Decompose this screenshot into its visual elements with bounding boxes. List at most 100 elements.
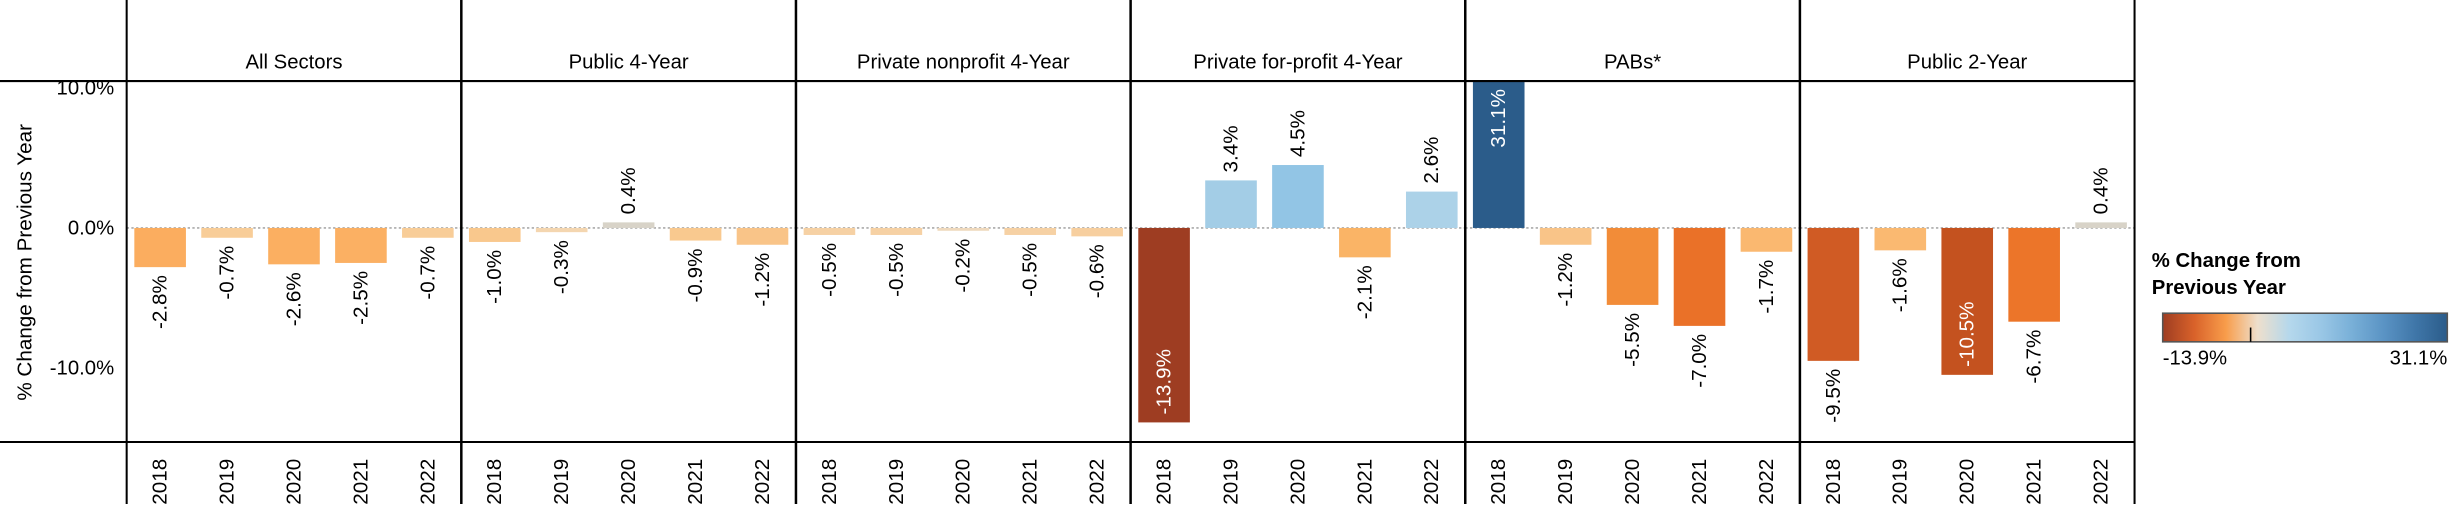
- x-tick-label: 2021: [350, 459, 373, 504]
- y-axis-label: % Change from Previous Year: [14, 124, 37, 401]
- value-label: -0.6%: [1086, 244, 1109, 298]
- value-label: -13.9%: [1153, 349, 1176, 414]
- colorbar-max-label: 31.1%: [2390, 346, 2448, 369]
- value-label: 4.5%: [1287, 110, 1310, 157]
- x-tick-label: 2020: [617, 459, 640, 504]
- bar: [335, 227, 387, 263]
- bar: [268, 227, 320, 265]
- x-tick-label: 2020: [1621, 459, 1644, 504]
- x-tick-label: 2019: [1554, 459, 1577, 504]
- x-tick-label: 2022: [2090, 459, 2113, 504]
- colorbar: [2161, 312, 2449, 343]
- x-tick-label: 2020: [283, 459, 306, 504]
- bar: [736, 227, 789, 245]
- bar: [803, 227, 856, 235]
- x-tick-label: 2018: [818, 459, 841, 504]
- x-tick-label: 2019: [216, 459, 239, 504]
- value-label: -0.3%: [550, 240, 573, 294]
- bar: [2075, 222, 2127, 228]
- value-label: 0.4%: [2090, 167, 2113, 214]
- y-tick-label: -10.0%: [50, 356, 114, 379]
- bar: [1740, 227, 1793, 252]
- x-tick-label: 2020: [952, 459, 975, 504]
- value-label: -7.0%: [1688, 334, 1711, 388]
- panel-title: Public 2-Year: [1907, 50, 2027, 73]
- bar: [1539, 227, 1592, 245]
- bar: [535, 227, 588, 233]
- bar: [1941, 227, 1994, 375]
- value-label: -5.5%: [1621, 313, 1644, 367]
- bar: [602, 222, 655, 228]
- bar: [1606, 227, 1659, 305]
- value-label: -0.7%: [416, 246, 439, 300]
- bar: [1472, 81, 1525, 228]
- value-label: -0.9%: [684, 249, 707, 303]
- value-label: -0.7%: [216, 246, 239, 300]
- value-label: -0.5%: [1019, 243, 1042, 297]
- value-label: -1.2%: [1554, 253, 1577, 307]
- value-label: 31.1%: [1487, 89, 1510, 148]
- x-tick-label: 2018: [149, 459, 172, 504]
- bar: [870, 227, 923, 235]
- value-label: -2.8%: [149, 275, 172, 329]
- x-tick-label: 2019: [550, 459, 573, 504]
- bar: [1874, 227, 1927, 251]
- x-tick-label: 2020: [1287, 459, 1310, 504]
- bar: [134, 227, 186, 268]
- panel-title: All Sectors: [245, 50, 342, 73]
- bar: [1339, 227, 1391, 258]
- x-tick-label: 2022: [1086, 459, 1109, 504]
- value-label: -2.1%: [1353, 265, 1376, 319]
- panel-title: Private for-profit 4-Year: [1193, 50, 1402, 73]
- bar: [1205, 180, 1257, 228]
- y-tick-label: 10.0%: [57, 76, 115, 99]
- x-tick-label: 2022: [1420, 459, 1443, 504]
- value-label: -1.6%: [1889, 258, 1912, 312]
- colorbar-title: % Change from Previous Year: [2151, 248, 2301, 299]
- bar: [1807, 227, 1860, 361]
- x-tick-label: 2018: [1487, 459, 1510, 504]
- x-tick-label: 2022: [416, 459, 439, 504]
- bar: [1004, 227, 1057, 235]
- colorbar-title-box: % Change from Previous Year: [2151, 248, 2301, 299]
- bar: [669, 227, 722, 241]
- x-tick-label: 2021: [1019, 459, 1042, 504]
- value-label: 0.4%: [617, 167, 640, 214]
- value-label: -0.5%: [818, 243, 841, 297]
- value-label: -1.0%: [483, 250, 506, 304]
- bar: [1071, 227, 1123, 237]
- value-label: -1.2%: [751, 253, 774, 307]
- panel-title: Public 4-Year: [569, 50, 689, 73]
- bar: [201, 227, 253, 238]
- x-tick-label: 2019: [1220, 459, 1243, 504]
- value-label: -9.5%: [1822, 369, 1845, 423]
- panel-title: PABs*: [1604, 50, 1661, 73]
- y-tick-label: 0.0%: [68, 216, 114, 239]
- bar: [468, 227, 521, 242]
- x-tick-label: 2018: [483, 459, 506, 504]
- x-tick-label: 2021: [1353, 459, 1376, 504]
- x-tick-label: 2018: [1822, 459, 1845, 504]
- value-label: -10.5%: [1956, 301, 1979, 366]
- x-tick-label: 2022: [1755, 459, 1778, 504]
- bar: [937, 227, 990, 231]
- bar: [402, 227, 454, 238]
- bar: [1673, 227, 1726, 326]
- value-label: -2.5%: [350, 271, 373, 325]
- x-tick-label: 2018: [1153, 459, 1176, 504]
- value-label: -6.7%: [2023, 330, 2046, 384]
- value-label: -0.2%: [952, 239, 975, 293]
- bar: [1272, 165, 1324, 228]
- bar: [1138, 227, 1190, 423]
- x-tick-label: 2022: [751, 459, 774, 504]
- x-tick-label: 2021: [1688, 459, 1711, 504]
- colorbar-min-label: -13.9%: [2163, 346, 2227, 369]
- bar: [1405, 191, 1458, 228]
- value-label: -0.5%: [885, 243, 908, 297]
- bar: [2008, 227, 2060, 322]
- x-tick-label: 2020: [1956, 459, 1979, 504]
- x-tick-label: 2019: [1889, 459, 1912, 504]
- value-label: -1.7%: [1755, 260, 1778, 314]
